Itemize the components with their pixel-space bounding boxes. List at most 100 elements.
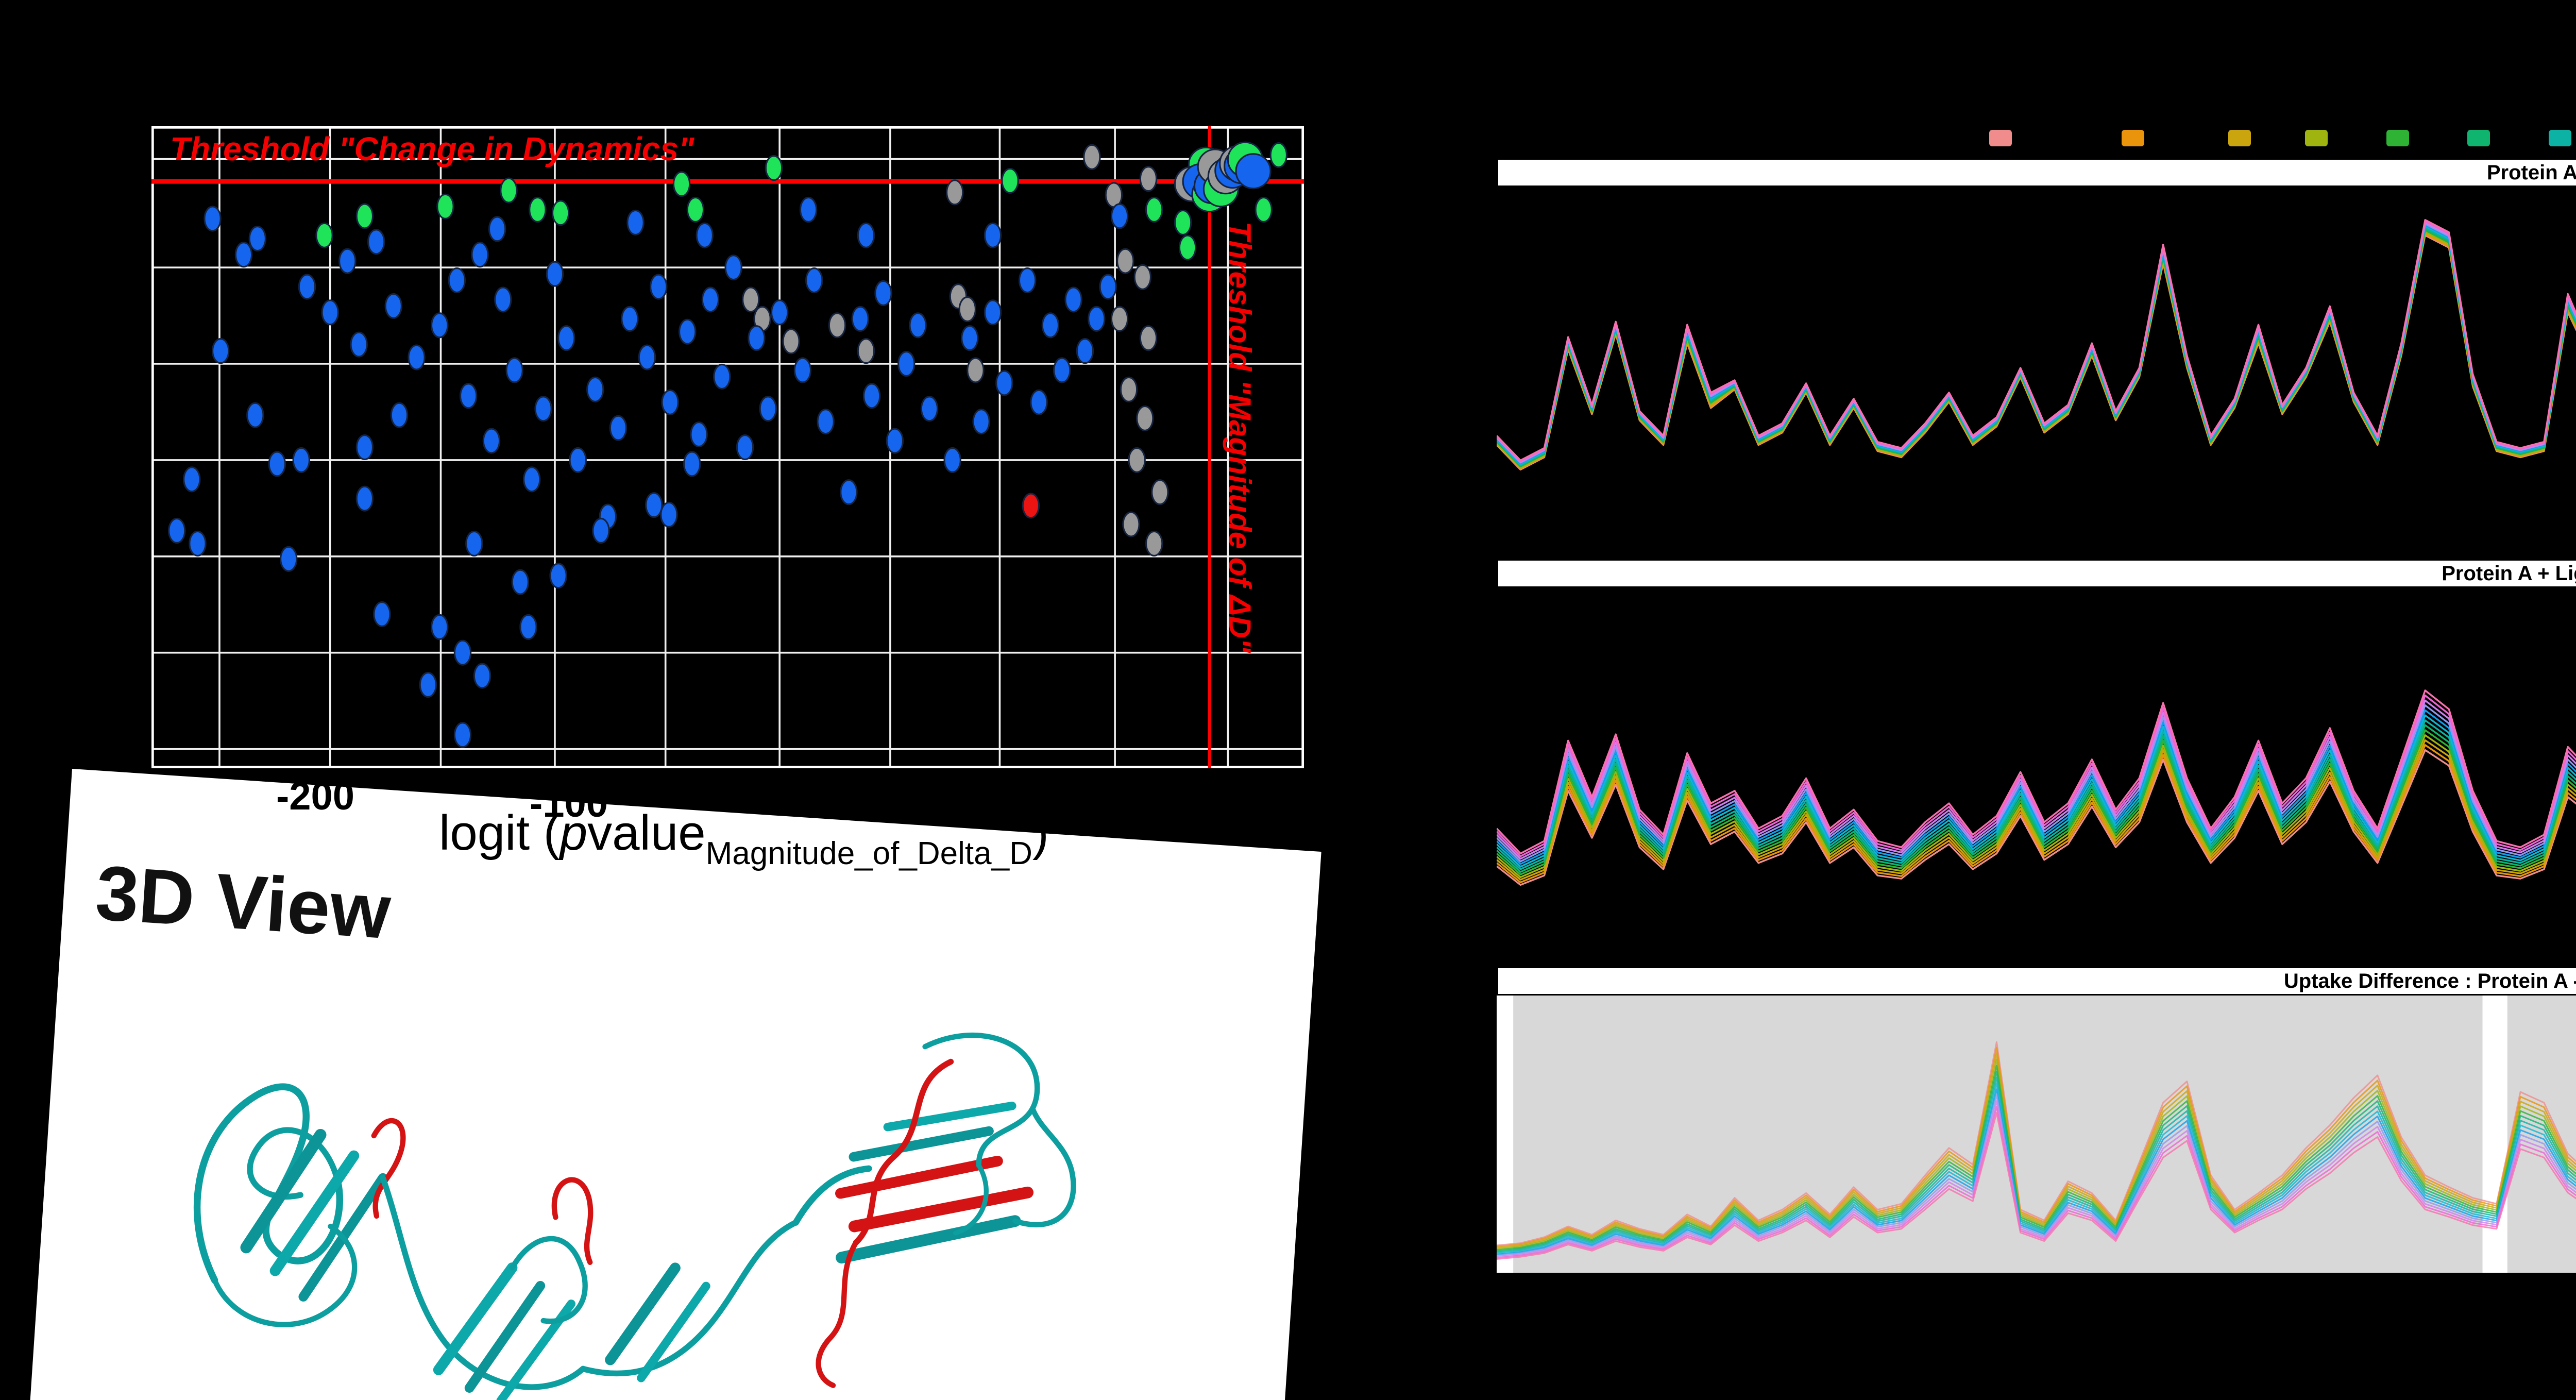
volcano-point[interactable]	[189, 530, 207, 556]
volcano-point[interactable]	[167, 517, 186, 544]
protein-ribbon[interactable]	[118, 944, 1176, 1400]
volcano-point[interactable]	[1083, 144, 1101, 170]
legend-swatch-timepoint-7[interactable]	[2549, 130, 2571, 146]
volcano-point[interactable]	[886, 428, 904, 454]
volcano-point[interactable]	[408, 344, 426, 370]
volcano-point[interactable]	[828, 312, 846, 339]
volcano-point[interactable]	[793, 357, 812, 383]
volcano-point[interactable]	[529, 196, 547, 223]
volcano-point[interactable]	[1151, 479, 1169, 505]
volcano-point[interactable]	[1088, 306, 1106, 332]
volcano-point[interactable]	[390, 402, 409, 428]
volcano-point[interactable]	[431, 312, 449, 339]
volcano-point[interactable]	[1145, 196, 1163, 223]
legend-swatch-timepoint-4[interactable]	[2305, 130, 2328, 146]
volcano-point[interactable]	[557, 325, 575, 351]
volcano-point[interactable]	[984, 222, 1002, 248]
volcano-point[interactable]	[701, 286, 720, 313]
volcano-point[interactable]	[494, 286, 512, 313]
volcano-point[interactable]	[713, 363, 731, 390]
volcano-point[interactable]	[1269, 142, 1288, 168]
legend-swatch-timepoint-3[interactable]	[2228, 130, 2251, 146]
volcano-point[interactable]	[522, 466, 541, 493]
volcano-point[interactable]	[471, 242, 489, 268]
volcano-point[interactable]	[1255, 196, 1273, 223]
volcano-point[interactable]	[897, 350, 916, 377]
volcano-point[interactable]	[482, 428, 501, 454]
volcano-point[interactable]	[453, 722, 472, 748]
volcano-point[interactable]	[1110, 306, 1129, 332]
volcano-point[interactable]	[638, 344, 656, 370]
volcano-point[interactable]	[748, 325, 766, 351]
volcano-point[interactable]	[1120, 376, 1138, 402]
volcano-point[interactable]	[984, 299, 1002, 326]
volcano-point[interactable]	[857, 338, 875, 364]
legend-swatch-timepoint-5[interactable]	[2386, 130, 2409, 146]
volcano-point[interactable]	[1064, 286, 1082, 313]
volcano-point[interactable]	[840, 479, 858, 505]
volcano-plot-canvas[interactable]	[151, 126, 1304, 768]
volcano-plot[interactable]	[151, 126, 1304, 768]
volcano-point[interactable]	[279, 546, 298, 572]
volcano-point[interactable]	[678, 318, 697, 345]
volcano-point[interactable]	[817, 409, 835, 435]
volcano-point[interactable]	[1022, 493, 1040, 519]
volcano-point[interactable]	[995, 370, 1013, 396]
volcano-point[interactable]	[724, 255, 742, 281]
volcano-point[interactable]	[1116, 248, 1134, 274]
chart-protein-a[interactable]	[1497, 187, 2576, 536]
volcano-point[interactable]	[1030, 389, 1048, 415]
legend-swatch-timepoint-1[interactable]	[1989, 130, 2012, 146]
volcano-point[interactable]	[961, 325, 979, 351]
volcano-point[interactable]	[546, 261, 564, 287]
volcano-point[interactable]	[592, 517, 610, 544]
volcano-point[interactable]	[436, 193, 454, 220]
volcano-point[interactable]	[626, 209, 645, 235]
volcano-point[interactable]	[799, 196, 818, 223]
volcano-point[interactable]	[661, 389, 679, 415]
volcano-point[interactable]	[909, 312, 927, 339]
chart-uptake-difference[interactable]	[1497, 996, 2576, 1273]
volcano-point[interactable]	[1041, 312, 1060, 339]
volcano-point[interactable]	[686, 196, 705, 223]
volcano-point[interactable]	[943, 447, 961, 473]
volcano-point[interactable]	[770, 299, 789, 326]
volcano-point[interactable]	[765, 155, 783, 181]
volcano-point[interactable]	[1076, 338, 1094, 364]
volcano-point[interactable]	[321, 299, 339, 326]
volcano-point[interactable]	[874, 280, 892, 307]
volcano-point[interactable]	[465, 530, 483, 556]
chart-protein-a-ligand[interactable]	[1497, 588, 2576, 943]
volcano-point[interactable]	[920, 396, 939, 422]
volcano-point[interactable]	[511, 569, 530, 595]
volcano-point[interactable]	[384, 293, 402, 319]
volcano-point[interactable]	[1174, 209, 1192, 235]
volcano-point[interactable]	[645, 492, 663, 518]
volcano-point[interactable]	[1178, 234, 1197, 261]
volcano-point[interactable]	[609, 415, 628, 441]
volcano-point[interactable]	[500, 177, 518, 204]
volcano-point[interactable]	[857, 222, 875, 248]
volcano-point[interactable]	[1053, 357, 1071, 383]
volcano-point[interactable]	[268, 451, 286, 477]
volcano-point[interactable]	[338, 248, 357, 274]
volcano-point[interactable]	[690, 421, 708, 448]
volcano-point[interactable]	[234, 242, 253, 268]
volcano-point[interactable]	[246, 402, 264, 428]
volcano-point[interactable]	[183, 466, 201, 493]
volcano-point[interactable]	[1018, 267, 1037, 294]
volcano-point[interactable]	[448, 267, 466, 294]
volcano-point[interactable]	[355, 434, 374, 461]
3d-view-panel[interactable]: 3D View	[23, 769, 1321, 1400]
volcano-point[interactable]	[551, 200, 570, 226]
volcano-point[interactable]	[945, 179, 964, 206]
volcano-point[interactable]	[473, 663, 492, 689]
volcano-point[interactable]	[419, 671, 437, 698]
volcano-point[interactable]	[1133, 264, 1152, 290]
volcano-point[interactable]	[549, 563, 567, 589]
volcano-point[interactable]	[862, 383, 881, 409]
volcano-point[interactable]	[1235, 153, 1272, 190]
volcano-point[interactable]	[453, 639, 472, 666]
volcano-point[interactable]	[569, 447, 587, 473]
volcano-point[interactable]	[851, 306, 869, 332]
